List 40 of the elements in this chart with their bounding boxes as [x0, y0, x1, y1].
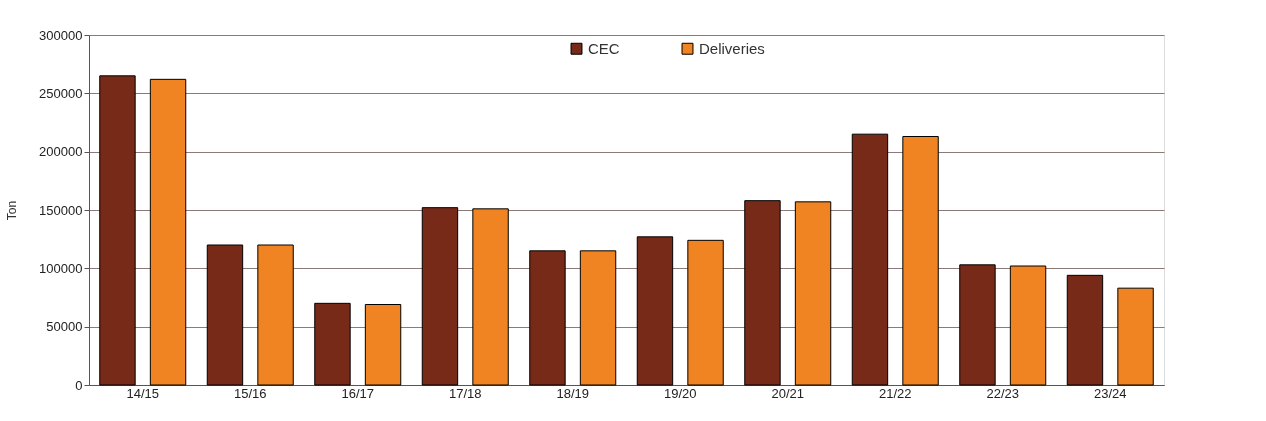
y-tick-label: 300000	[39, 27, 83, 43]
x-tick-label: 15/16	[233, 385, 267, 401]
y-axis-title: Ton	[5, 200, 20, 221]
x-tick-label: 14/15	[126, 385, 160, 401]
bar	[579, 250, 617, 386]
bar	[99, 75, 136, 386]
bar	[1117, 287, 1154, 386]
bar	[529, 250, 566, 386]
bar	[902, 136, 939, 386]
bar	[636, 236, 674, 386]
bar	[364, 304, 402, 386]
y-tick-label: 200000	[39, 144, 83, 160]
bar	[472, 208, 509, 386]
bar	[794, 201, 832, 386]
bar	[149, 78, 187, 386]
bar	[206, 244, 244, 386]
bar	[851, 133, 889, 386]
x-tick-label: 17/18	[448, 385, 482, 401]
y-tick-label: 100000	[39, 260, 83, 276]
x-tick-label: 16/17	[341, 385, 375, 401]
x-tick-label: 18/19	[556, 385, 590, 401]
legend-label: Deliveries	[699, 39, 765, 57]
y-tick-label: 150000	[39, 202, 83, 218]
x-tick-label: 20/21	[771, 385, 805, 401]
bar	[959, 264, 996, 386]
bar	[421, 207, 459, 386]
bar	[744, 200, 781, 386]
y-tick-label: 50000	[46, 319, 83, 335]
y-tick-label: 0	[75, 377, 83, 393]
bar	[1066, 274, 1104, 386]
x-tick-label: 22/23	[986, 385, 1020, 401]
x-tick-label: 19/20	[663, 385, 697, 401]
x-tick-label: 21/22	[878, 385, 912, 401]
bar	[257, 244, 294, 386]
y-tick-label: 250000	[39, 85, 83, 101]
bar	[314, 302, 351, 386]
bar	[1009, 265, 1047, 386]
bar	[687, 239, 724, 386]
x-tick-label: 23/24	[1093, 385, 1127, 401]
legend-label: CEC	[588, 39, 620, 57]
